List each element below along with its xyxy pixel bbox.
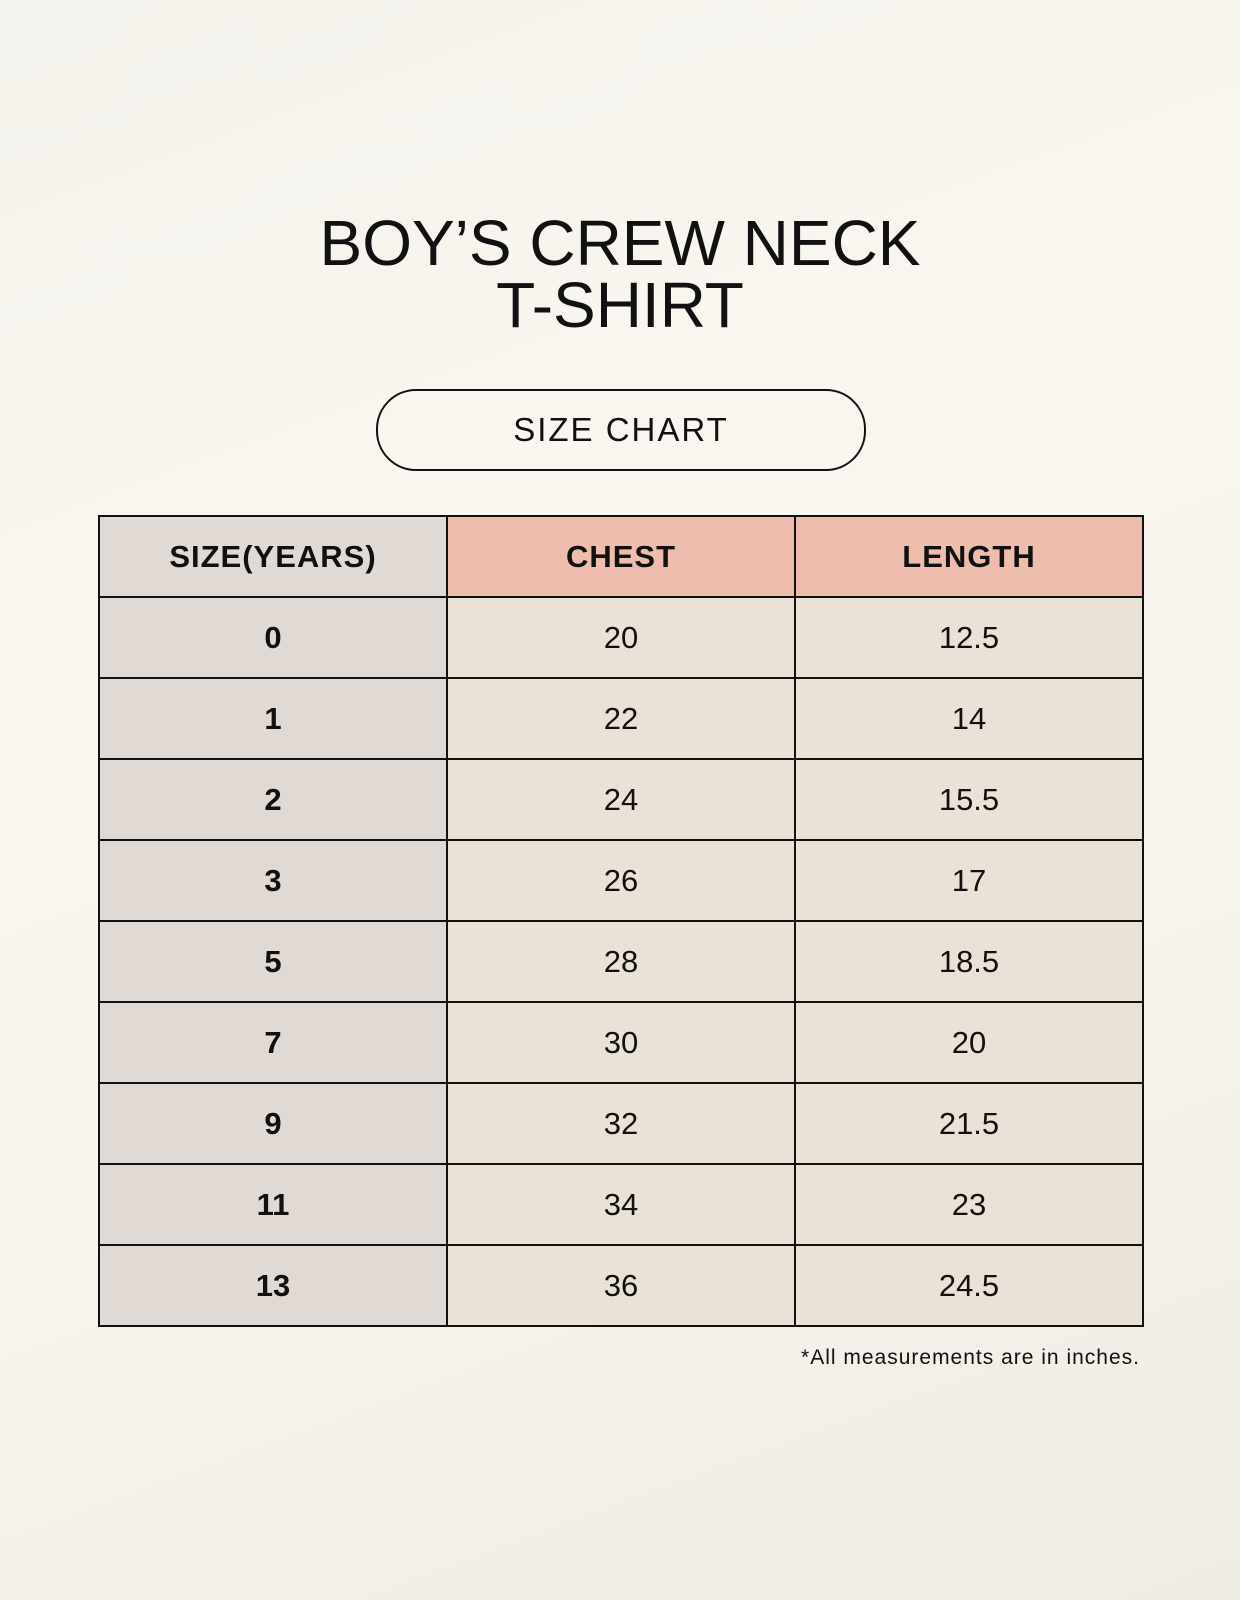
cell-chest: 32 <box>446 1082 796 1165</box>
footnote: *All measurements are in inches. <box>801 1346 1140 1369</box>
table-row: 0 20 12.5 <box>98 596 1144 679</box>
cell-size: 11 <box>98 1163 448 1246</box>
cell-chest: 28 <box>446 920 796 1003</box>
cell-chest: 36 <box>446 1244 796 1327</box>
size-chart-table: SIZE(YEARS) CHEST LENGTH 0 20 12.5 1 22 14 2 24… <box>98 515 1144 1327</box>
table-header-row: SIZE(YEARS) CHEST LENGTH <box>98 515 1144 598</box>
cell-length: 18.5 <box>794 920 1144 1003</box>
table-row: 13 36 24.5 <box>98 1244 1144 1327</box>
cell-chest: 24 <box>446 758 796 841</box>
cell-size: 13 <box>98 1244 448 1327</box>
title-line-2: T-SHIRT <box>496 269 744 341</box>
cell-length: 15.5 <box>794 758 1144 841</box>
header-chest: CHEST <box>446 515 796 598</box>
cell-chest: 26 <box>446 839 796 922</box>
table-row: 7 30 20 <box>98 1001 1144 1084</box>
cell-chest: 22 <box>446 677 796 760</box>
table-row: 9 32 21.5 <box>98 1082 1144 1165</box>
cell-size: 9 <box>98 1082 448 1165</box>
cell-size: 2 <box>98 758 448 841</box>
cell-chest: 30 <box>446 1001 796 1084</box>
table-row: 2 24 15.5 <box>98 758 1144 841</box>
cell-chest: 20 <box>446 596 796 679</box>
cell-length: 12.5 <box>794 596 1144 679</box>
cell-length: 14 <box>794 677 1144 760</box>
cell-size: 0 <box>98 596 448 679</box>
page-title: BOY’S CREW NECK T-SHIRT <box>0 207 1240 341</box>
cell-size: 1 <box>98 677 448 760</box>
cell-size: 3 <box>98 839 448 922</box>
cell-length: 24.5 <box>794 1244 1144 1327</box>
table-row: 1 22 14 <box>98 677 1144 760</box>
cell-chest: 34 <box>446 1163 796 1246</box>
header-length: LENGTH <box>794 515 1144 598</box>
table-row: 3 26 17 <box>98 839 1144 922</box>
cell-size: 7 <box>98 1001 448 1084</box>
cell-length: 20 <box>794 1001 1144 1084</box>
table-row: 5 28 18.5 <box>98 920 1144 1003</box>
title-line-1: BOY’S CREW NECK <box>319 207 921 279</box>
cell-length: 21.5 <box>794 1082 1144 1165</box>
cell-length: 17 <box>794 839 1144 922</box>
cell-length: 23 <box>794 1163 1144 1246</box>
size-chart-label: SIZE CHART <box>376 389 866 471</box>
table-row: 11 34 23 <box>98 1163 1144 1246</box>
header-size: SIZE(YEARS) <box>98 515 448 598</box>
cell-size: 5 <box>98 920 448 1003</box>
